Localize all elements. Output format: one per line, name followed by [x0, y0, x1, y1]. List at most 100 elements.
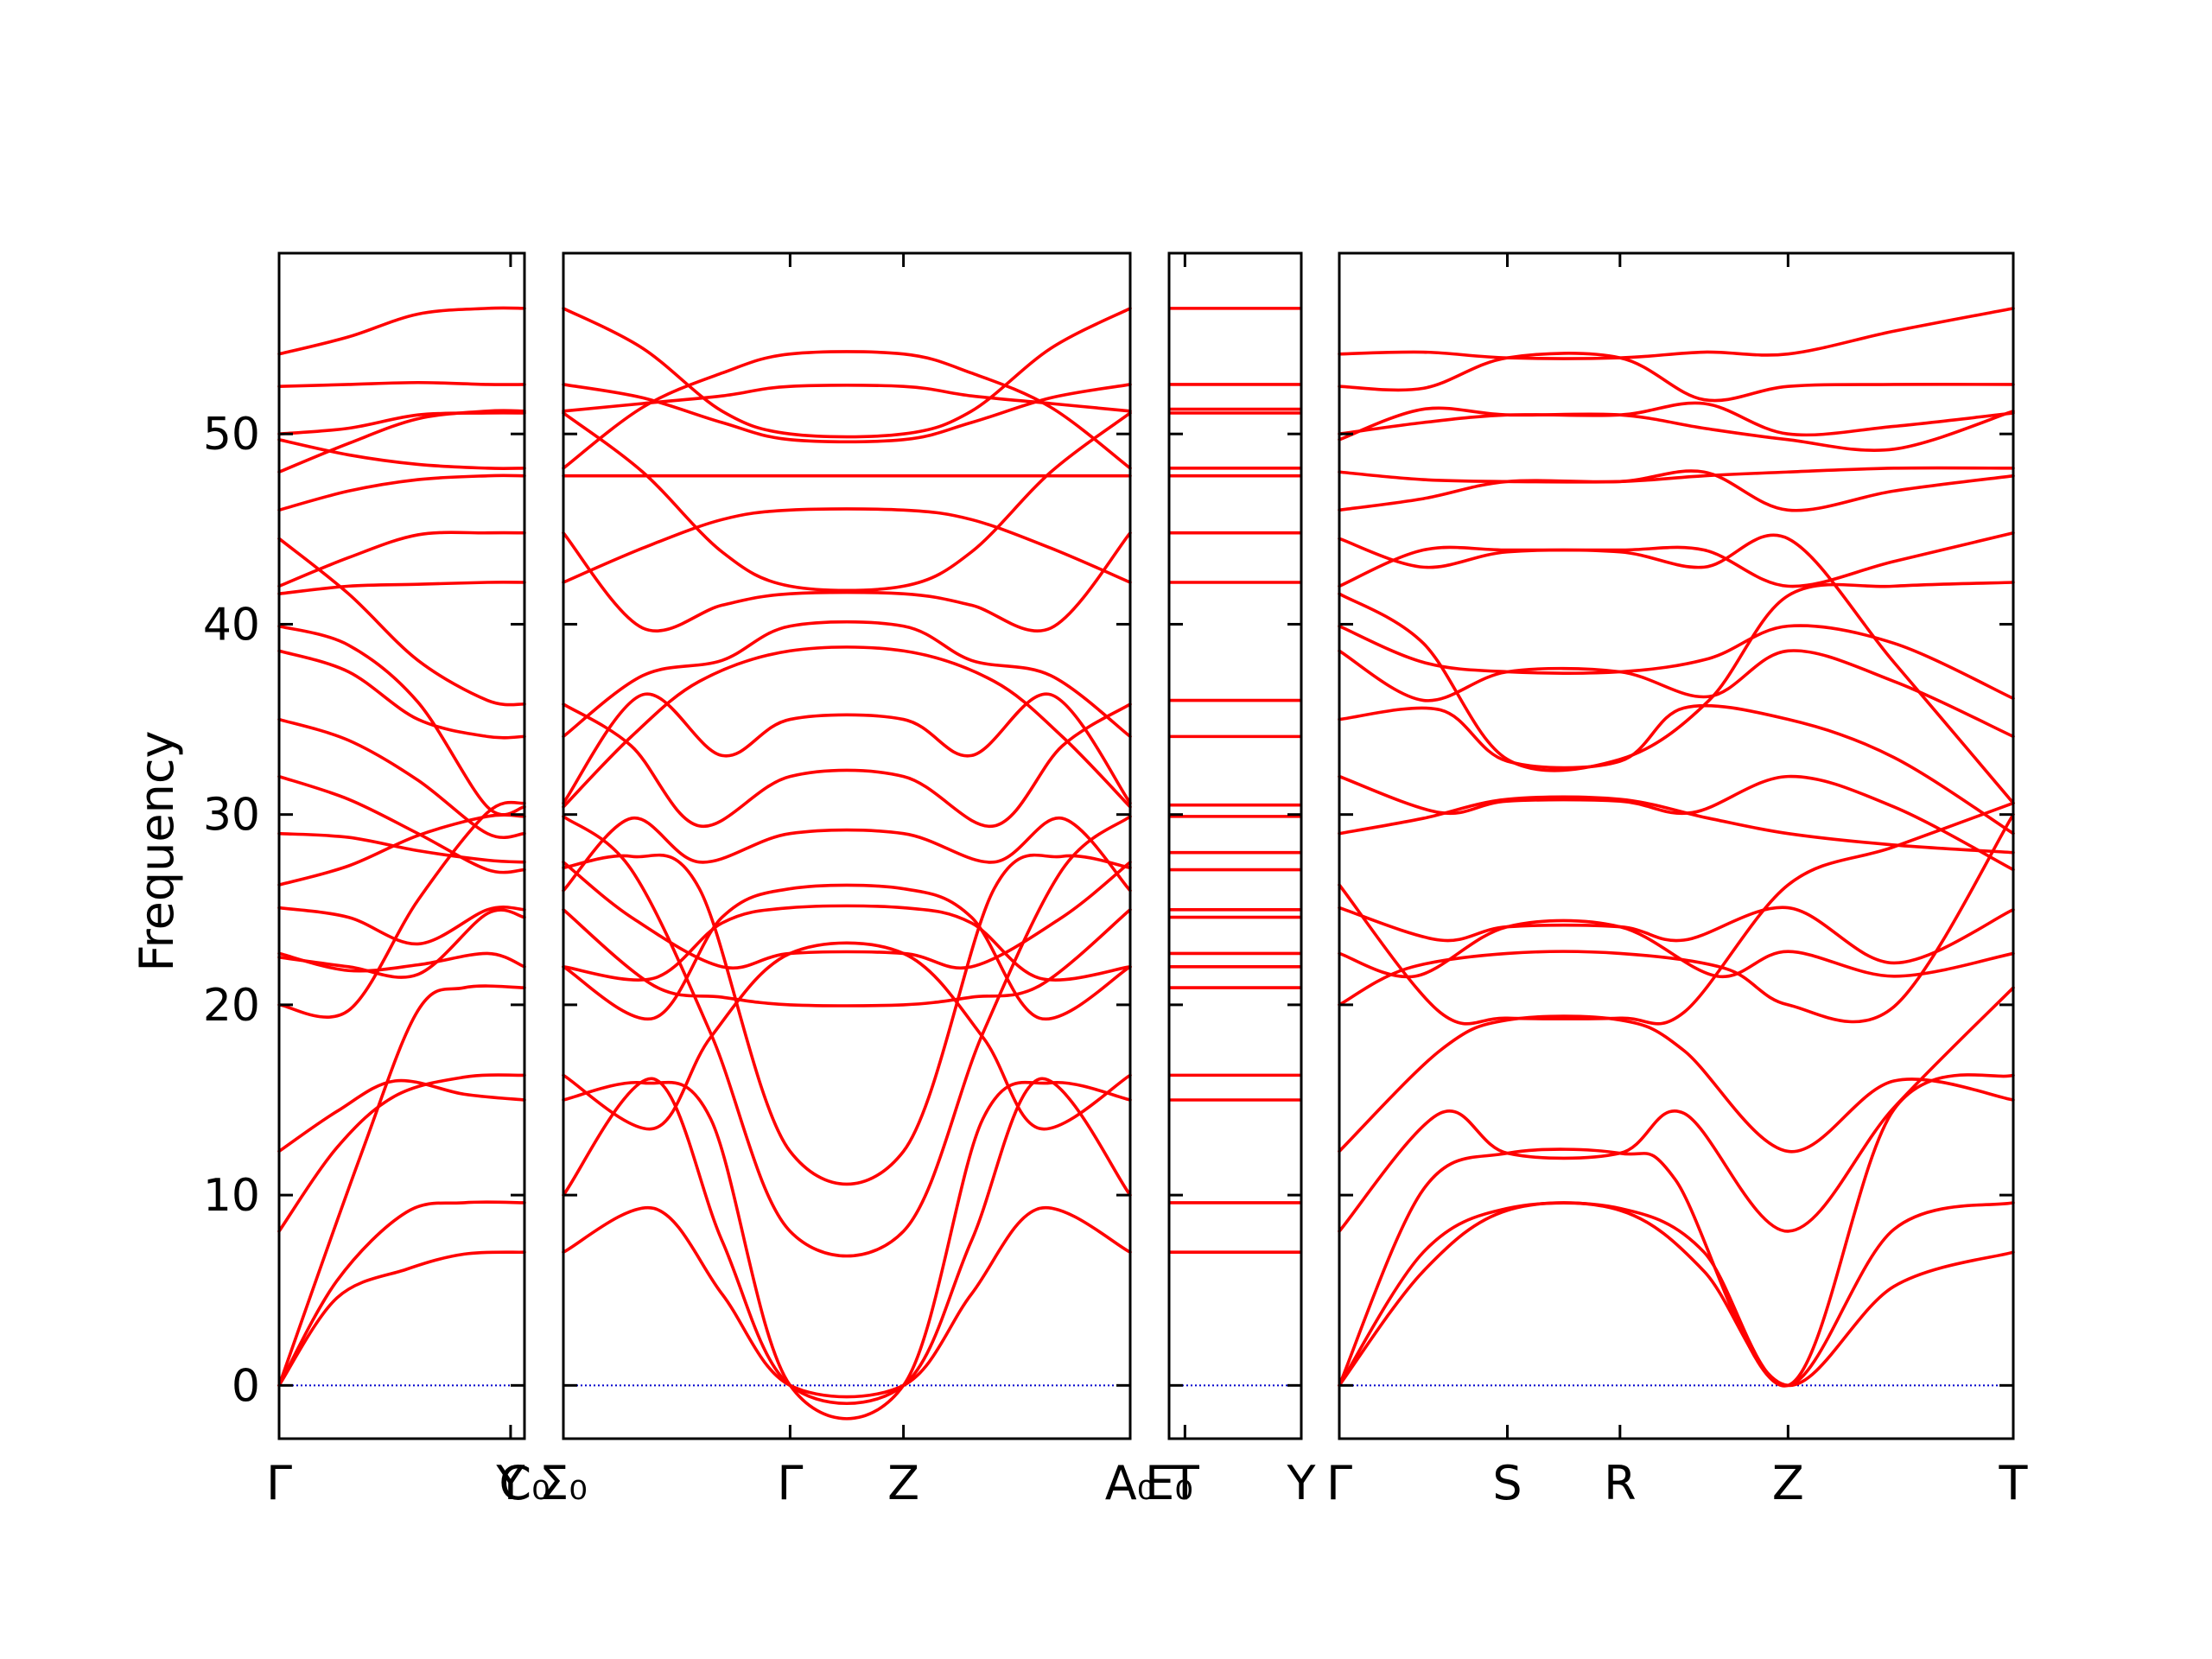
- band-5: [1338, 1014, 2015, 1154]
- panel-frame: [1167, 251, 1303, 1440]
- band-18: [562, 411, 1132, 593]
- band-2: [1338, 1201, 2015, 1388]
- band-3: [562, 1080, 1132, 1421]
- band-20: [1338, 406, 2015, 453]
- band-11: [562, 815, 1132, 1258]
- y-tick-label-30: 30: [203, 790, 260, 842]
- x-tick-label-4-2: S: [1492, 1456, 1522, 1510]
- band-10: [1338, 795, 2015, 855]
- band-5: [277, 1078, 526, 1154]
- band-8: [1338, 906, 2015, 965]
- band-23: [1338, 307, 2015, 360]
- band-19: [1338, 466, 2015, 484]
- panel-frame: [277, 251, 526, 1440]
- band-21: [562, 383, 1132, 444]
- band-9: [562, 817, 1132, 893]
- band-7: [277, 951, 526, 973]
- band-4: [562, 941, 1132, 1131]
- x-tick-label-4-4: Z: [1772, 1456, 1804, 1510]
- band-15: [1338, 581, 2015, 772]
- band-14: [562, 702, 1132, 828]
- panel-2: [562, 251, 1132, 1440]
- y-tick-label-10: 10: [203, 1170, 260, 1222]
- band-21: [1338, 401, 2015, 437]
- band-18: [1338, 469, 2015, 512]
- x-tick-label-2-3: Z: [887, 1456, 919, 1510]
- band-8: [277, 908, 526, 979]
- band-10: [277, 813, 526, 887]
- panel-frame: [562, 251, 1132, 1440]
- x-tick-label-1-3: C₀: [499, 1456, 550, 1510]
- band-14: [1338, 624, 2015, 701]
- band-4: [277, 1073, 526, 1233]
- y-tick-label-0: 0: [232, 1360, 260, 1412]
- x-tick-label-3-2: T: [1170, 1456, 1200, 1510]
- x-tick-label-4-3: R: [1604, 1456, 1637, 1510]
- x-tick-label-4-5: T: [1999, 1456, 2029, 1510]
- band-6: [562, 907, 1132, 1007]
- band-12: [1338, 703, 2015, 836]
- band-7: [1338, 918, 2015, 979]
- band-13: [1338, 649, 2015, 739]
- band-18: [277, 531, 526, 588]
- panel-frame: [1338, 251, 2015, 1440]
- band-3: [277, 984, 526, 1388]
- x-tick-label-2-1: Σ₀: [539, 1456, 588, 1510]
- band-13: [562, 620, 1132, 739]
- band-12: [277, 774, 526, 874]
- y-tick-labels: 0 10 20 30 40 50: [203, 409, 260, 1412]
- x-tick-label-1-1: Γ: [266, 1456, 292, 1510]
- band-13: [277, 717, 526, 840]
- band-2: [562, 1077, 1132, 1405]
- band-3: [1338, 1073, 2015, 1388]
- band-16: [562, 531, 1132, 632]
- band-17: [277, 581, 526, 595]
- y-tick-label-20: 20: [203, 980, 260, 1032]
- y-tick-label-50: 50: [203, 409, 260, 461]
- band-1: [277, 1250, 526, 1388]
- panel-4: [1338, 251, 2015, 1440]
- band-11: [277, 831, 526, 864]
- band-8: [562, 860, 1132, 969]
- band-9: [277, 906, 526, 946]
- band-10: [562, 853, 1132, 1186]
- x-tick-label-3-1: E₀: [1145, 1456, 1193, 1510]
- band-5: [562, 883, 1132, 1021]
- band-15: [277, 624, 526, 817]
- band-23: [562, 307, 1132, 439]
- band-24: [277, 306, 526, 356]
- x-tick-label-2-2: Γ: [777, 1456, 803, 1510]
- band-23: [277, 380, 526, 388]
- band-15: [562, 692, 1132, 805]
- band-20: [277, 409, 526, 474]
- band-9: [1338, 801, 2015, 1026]
- y-axis-label: Frequency: [130, 731, 184, 972]
- band-22: [562, 383, 1132, 413]
- band-21: [277, 438, 526, 470]
- band-19: [277, 474, 526, 512]
- band-4: [1338, 986, 2015, 1233]
- band-16: [277, 537, 526, 707]
- band-14: [277, 649, 526, 740]
- band-12: [562, 645, 1132, 809]
- band-1: [1338, 1201, 2015, 1388]
- band-1: [562, 1205, 1132, 1399]
- band-22: [1338, 352, 2015, 403]
- x-tick-label-1-2: Y: [495, 1456, 525, 1510]
- band-11: [1338, 774, 2015, 872]
- band-6: [1338, 812, 2015, 1024]
- band-2: [277, 1200, 526, 1388]
- x-tick-label-2-4: A₀: [1105, 1456, 1156, 1510]
- panel-1: [277, 251, 526, 1440]
- band-7: [562, 904, 1132, 982]
- x-tick-label-3-3: Y: [1287, 1456, 1317, 1510]
- panel-3: [1167, 251, 1303, 1440]
- band-16: [1338, 531, 2015, 588]
- x-tick-label-4-1: Γ: [1326, 1456, 1352, 1510]
- band-19: [562, 350, 1132, 470]
- panels: [277, 251, 2015, 1440]
- band-22: [277, 411, 526, 436]
- y-tick-label-40: 40: [203, 599, 260, 651]
